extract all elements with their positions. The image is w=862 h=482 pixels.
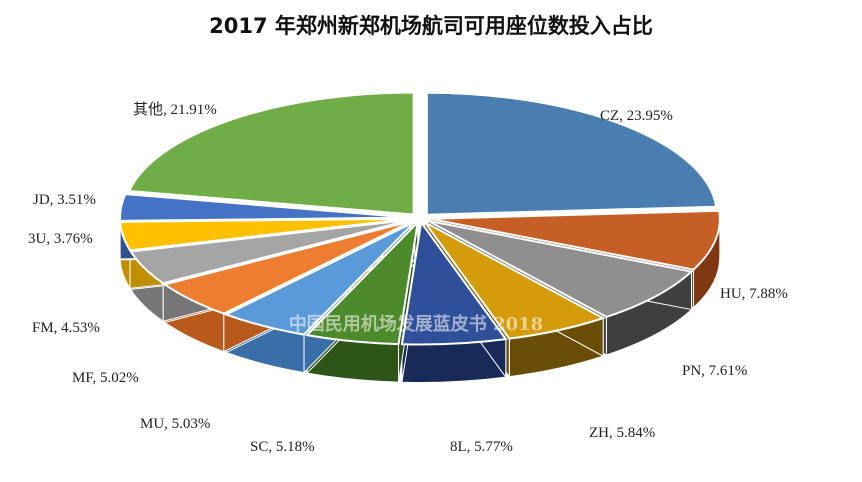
slice-其他	[127, 91, 415, 216]
slice-label-SC: SC, 5.18%	[250, 439, 315, 455]
slice-label-PN: PN, 7.61%	[682, 363, 747, 379]
slice-labels: CZ, 23.95% HU, 7.88% PN, 7.61% ZH, 5.84% 8L,…	[28, 101, 788, 455]
slice-label-HU: HU, 7.88%	[720, 286, 788, 302]
slice-8L	[400, 219, 508, 346]
slice-SC	[304, 219, 420, 346]
slice-JD	[119, 193, 411, 222]
slice-PN	[427, 219, 694, 319]
pie-tops	[119, 91, 721, 346]
slice-label-8L: 8L, 5.77%	[450, 439, 513, 455]
slice-label-其他: 其他, 21.91%	[133, 101, 217, 118]
watermark-text: 中国民用机场发展蓝皮书 2018	[289, 313, 543, 335]
chart-title: 2017 年郑州新郑机场航司可用座位数投入占比	[209, 14, 653, 38]
slice-MF	[162, 219, 413, 315]
slice-label-MF: MF, 5.02%	[72, 370, 139, 386]
slice-label-MU: MU, 5.03%	[140, 416, 210, 432]
slice-FM	[129, 218, 412, 285]
slice-HU	[429, 209, 721, 271]
slice-3U	[119, 217, 411, 252]
slice-CZ	[425, 91, 718, 216]
slice-label-FM: FM, 4.53%	[32, 320, 100, 336]
slice-label-ZH: ZH, 5.84%	[589, 425, 655, 441]
slice-label-CZ: CZ, 23.95%	[600, 108, 673, 124]
slice-MU	[223, 220, 416, 336]
slice-label-3U: 3U, 3.76%	[28, 231, 93, 247]
slice-ZH	[423, 221, 606, 340]
slice-label-JD: JD, 3.51%	[33, 192, 96, 208]
